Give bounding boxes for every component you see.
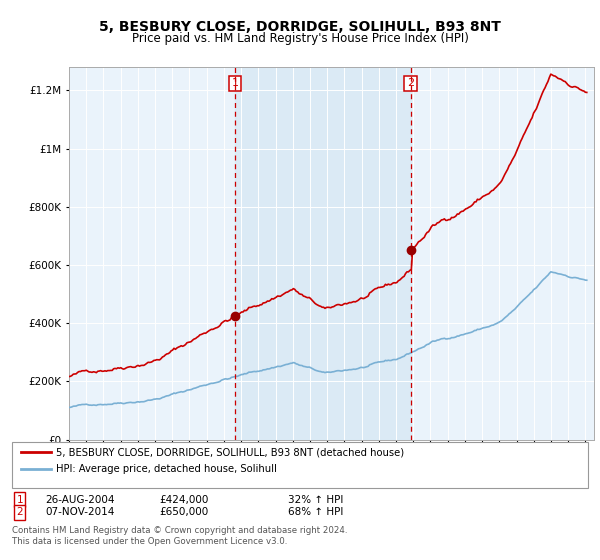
Text: 26-AUG-2004: 26-AUG-2004 <box>45 494 115 505</box>
Bar <box>235 67 410 440</box>
Text: 07-NOV-2014: 07-NOV-2014 <box>45 507 115 517</box>
Text: £650,000: £650,000 <box>159 507 208 517</box>
Text: Contains HM Land Registry data © Crown copyright and database right 2024.: Contains HM Land Registry data © Crown c… <box>12 526 347 535</box>
Text: 5, BESBURY CLOSE, DORRIDGE, SOLIHULL, B93 8NT (detached house): 5, BESBURY CLOSE, DORRIDGE, SOLIHULL, B9… <box>56 447 404 458</box>
Text: 1: 1 <box>16 494 23 505</box>
Text: This data is licensed under the Open Government Licence v3.0.: This data is licensed under the Open Gov… <box>12 537 287 546</box>
Text: HPI: Average price, detached house, Solihull: HPI: Average price, detached house, Soli… <box>56 464 277 474</box>
Text: 2: 2 <box>16 507 23 517</box>
Text: 5, BESBURY CLOSE, DORRIDGE, SOLIHULL, B93 8NT: 5, BESBURY CLOSE, DORRIDGE, SOLIHULL, B9… <box>99 20 501 34</box>
Text: 32% ↑ HPI: 32% ↑ HPI <box>288 494 343 505</box>
Text: £424,000: £424,000 <box>159 494 208 505</box>
Text: 1: 1 <box>232 78 239 88</box>
Text: 68% ↑ HPI: 68% ↑ HPI <box>288 507 343 517</box>
Text: Price paid vs. HM Land Registry's House Price Index (HPI): Price paid vs. HM Land Registry's House … <box>131 32 469 45</box>
Text: 2: 2 <box>407 78 414 88</box>
